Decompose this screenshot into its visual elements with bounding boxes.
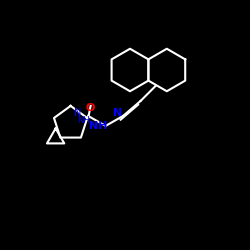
- Text: N: N: [74, 108, 82, 118]
- Text: NH: NH: [77, 116, 90, 126]
- Text: NH: NH: [89, 121, 107, 131]
- Text: N: N: [114, 108, 123, 118]
- Text: O: O: [86, 104, 95, 114]
